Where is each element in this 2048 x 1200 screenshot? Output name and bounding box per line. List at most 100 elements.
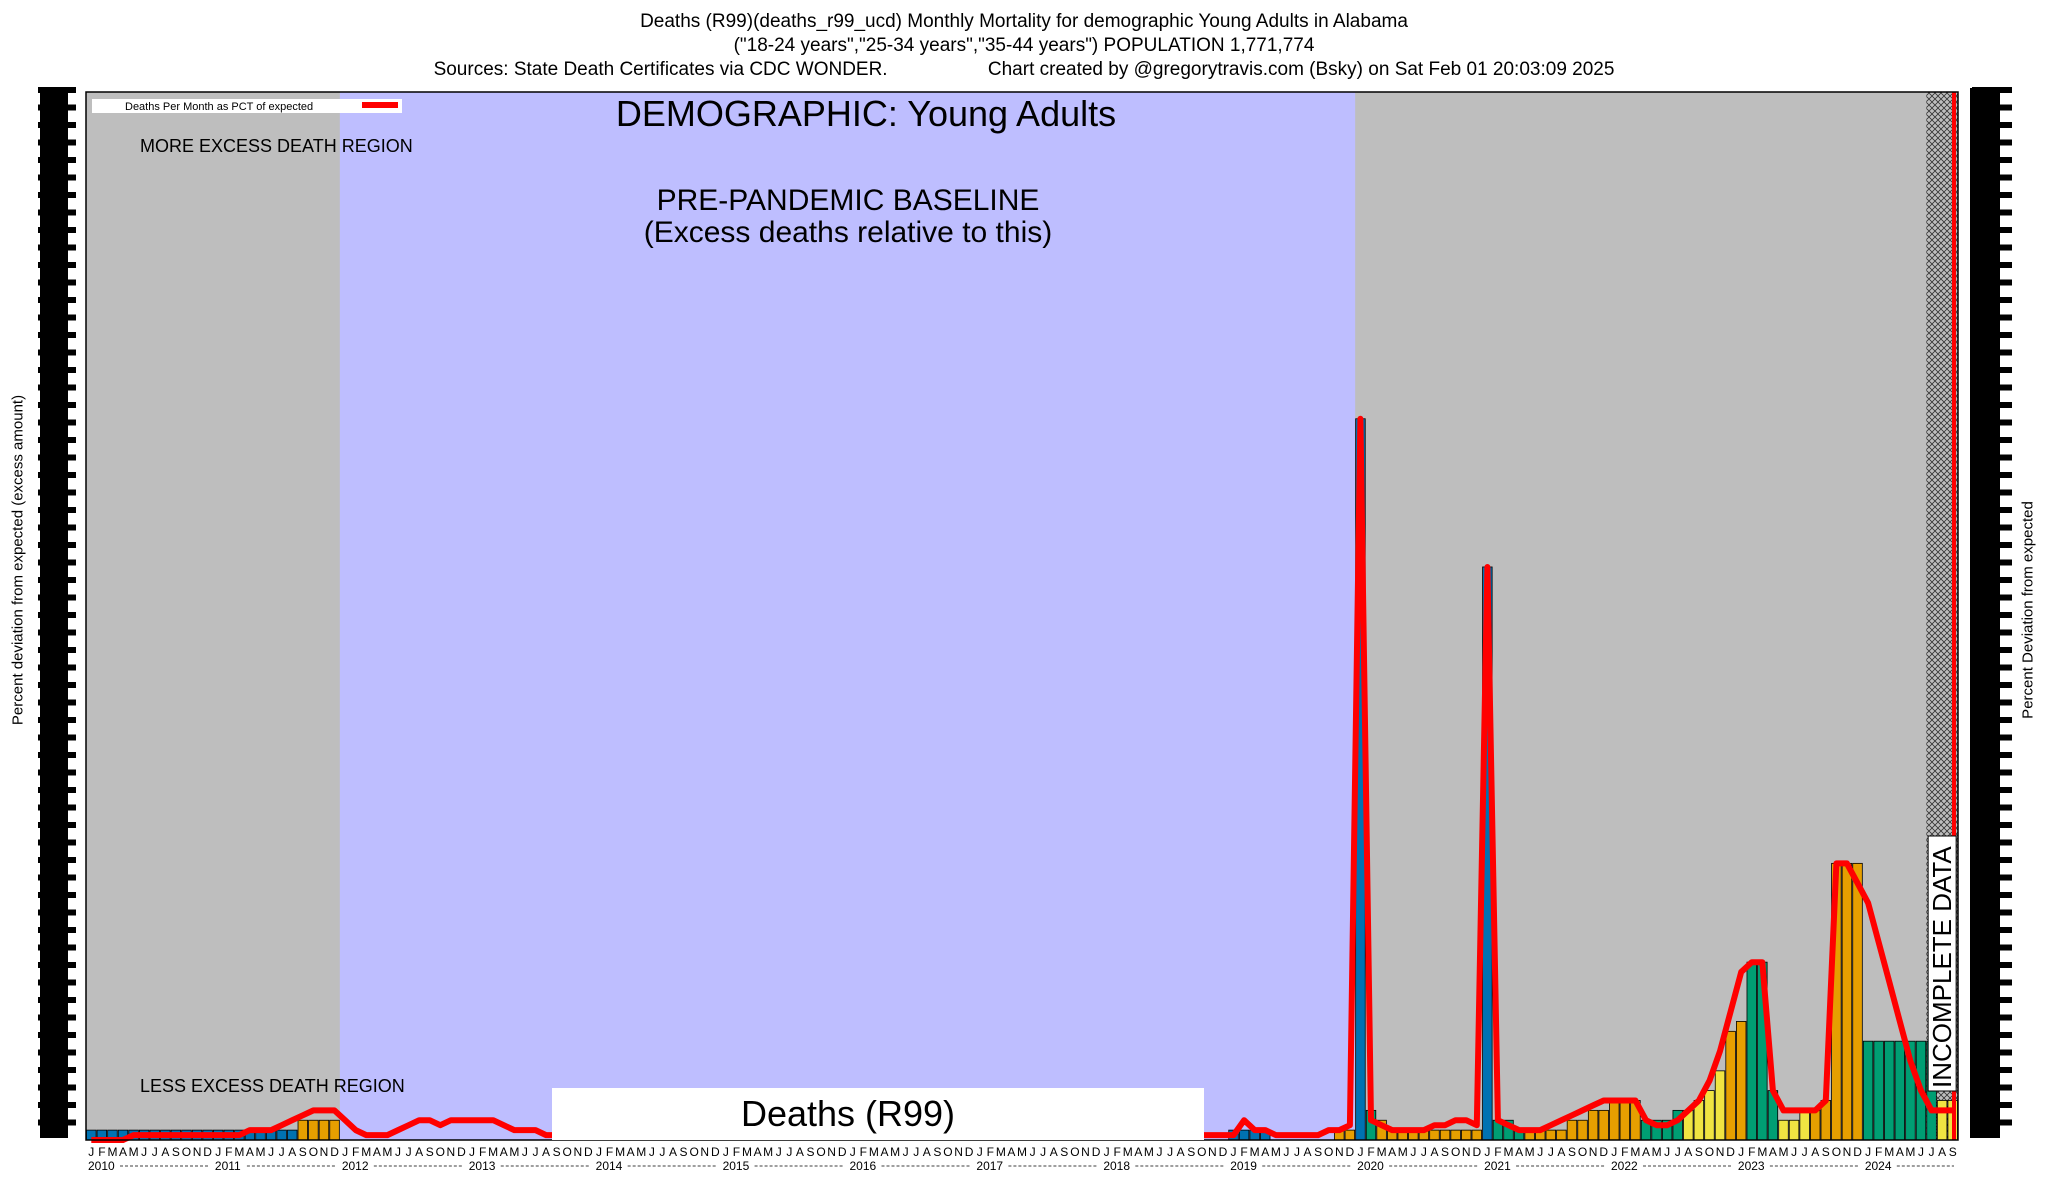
x-tick-month: N xyxy=(827,1145,836,1159)
x-tick-month: J xyxy=(141,1145,147,1159)
x-tick-month: J xyxy=(1104,1145,1110,1159)
x-tick-month: M xyxy=(1778,1145,1788,1159)
x-tick-month: J xyxy=(977,1145,983,1159)
x-tick-month: O xyxy=(1324,1145,1333,1159)
bar xyxy=(1852,862,1863,1141)
bar xyxy=(1439,1129,1451,1141)
x-tick-month: N xyxy=(573,1145,582,1159)
x-tick-month: O xyxy=(1451,1145,1460,1159)
bar xyxy=(1788,1119,1800,1141)
x-tick-month: M xyxy=(1271,1145,1281,1159)
x-tick-month: J xyxy=(1231,1145,1237,1159)
x-tick-month: N xyxy=(447,1145,456,1159)
x-tick-month: S xyxy=(426,1145,434,1159)
x-tick-month: D xyxy=(1219,1145,1228,1159)
baseline-region xyxy=(339,92,1356,1140)
x-tick-month: D xyxy=(1726,1145,1735,1159)
x-tick-month: F xyxy=(1494,1145,1501,1159)
x-tick-month: A xyxy=(796,1145,804,1159)
x-tick-month: J xyxy=(1802,1145,1808,1159)
x-tick-month: F xyxy=(1240,1145,1247,1159)
x-tick-month: A xyxy=(627,1145,635,1159)
chart-header: Deaths (R99)(deaths_r99_ucd) Monthly Mor… xyxy=(0,10,2048,82)
x-tick-month: A xyxy=(1642,1145,1650,1159)
x-tick-month: O xyxy=(436,1145,445,1159)
x-tick-year: 2016 xyxy=(849,1159,876,1173)
x-tick-month: F xyxy=(1875,1145,1882,1159)
x-tick-year: 2018 xyxy=(1103,1159,1130,1173)
x-tick-month: D xyxy=(965,1145,974,1159)
x-tick-year: 2022 xyxy=(1611,1159,1638,1173)
bar xyxy=(1936,1100,1948,1141)
x-tick-month: M xyxy=(615,1145,625,1159)
x-tick-month: A xyxy=(881,1145,889,1159)
x-tick-month: S xyxy=(933,1145,941,1159)
x-tick-year: 2011 xyxy=(215,1159,241,1173)
x-tick-month: N xyxy=(1335,1145,1344,1159)
x-tick-month: S xyxy=(1695,1145,1703,1159)
x-tick-month: D xyxy=(1853,1145,1862,1159)
x-tick-month: N xyxy=(1716,1145,1725,1159)
x-tick-month: D xyxy=(457,1145,466,1159)
x-tick-month: M xyxy=(869,1145,879,1159)
x-tick-month: A xyxy=(373,1145,381,1159)
x-tick-month: S xyxy=(299,1145,307,1159)
x-tick-month: J xyxy=(406,1145,412,1159)
x-tick-month: F xyxy=(733,1145,740,1159)
x-tick-month: D xyxy=(838,1145,847,1159)
x-tick-month: M xyxy=(382,1145,392,1159)
bar xyxy=(1799,1109,1810,1141)
x-tick-month: A xyxy=(1261,1145,1269,1159)
x-tick-month: A xyxy=(415,1145,423,1159)
x-tick-month: A xyxy=(1684,1145,1692,1159)
left-axis-band xyxy=(40,88,68,1138)
x-tick-month: J xyxy=(1484,1145,1490,1159)
x-tick-month: O xyxy=(689,1145,698,1159)
x-tick-month: M xyxy=(1504,1145,1514,1159)
bar xyxy=(1862,1040,1874,1141)
x-tick-year: 2021 xyxy=(1484,1159,1511,1173)
x-tick-month: J xyxy=(88,1145,94,1159)
x-tick-month: S xyxy=(1568,1145,1576,1159)
x-tick-month: N xyxy=(1081,1145,1090,1159)
x-tick-month: J xyxy=(1283,1145,1289,1159)
bar xyxy=(1778,1119,1789,1141)
x-tick-month: J xyxy=(469,1145,475,1159)
x-tick-month: J xyxy=(913,1145,919,1159)
x-tick-month: A xyxy=(1811,1145,1819,1159)
bar xyxy=(1556,1129,1567,1141)
x-tick-month: D xyxy=(330,1145,339,1159)
x-tick-month: M xyxy=(1144,1145,1154,1159)
x-tick-month: S xyxy=(1060,1145,1068,1159)
x-tick-month: A xyxy=(161,1145,169,1159)
x-tick-month: F xyxy=(1621,1145,1628,1159)
x-tick-month: O xyxy=(1578,1145,1587,1159)
x-tick-month: M xyxy=(1377,1145,1387,1159)
x-tick-month: F xyxy=(479,1145,486,1159)
x-tick-month: S xyxy=(1187,1145,1195,1159)
x-tick-month: M xyxy=(742,1145,752,1159)
chart-title-line-3: Sources: State Death Certificates via CD… xyxy=(433,59,1615,80)
x-tick-month: M xyxy=(361,1145,371,1159)
x-tick-month: J xyxy=(268,1145,274,1159)
x-tick-month: M xyxy=(1525,1145,1535,1159)
x-tick-month: F xyxy=(1114,1145,1121,1159)
x-tick-year: 2012 xyxy=(342,1159,369,1173)
x-tick-year: 2020 xyxy=(1357,1159,1384,1173)
x-tick-month: F xyxy=(987,1145,994,1159)
x-tick-month: F xyxy=(860,1145,867,1159)
x-tick-month: A xyxy=(1050,1145,1058,1159)
x-tick-month: M xyxy=(488,1145,498,1159)
bar xyxy=(1344,1129,1356,1141)
x-tick-month: J xyxy=(1611,1145,1617,1159)
x-tick-month: A xyxy=(1177,1145,1185,1159)
x-tick-month: F xyxy=(98,1145,105,1159)
x-tick-year: 2019 xyxy=(1230,1159,1257,1173)
x-tick-year: 2015 xyxy=(723,1159,750,1173)
incomplete-label: INCOMPLETE DATA xyxy=(1927,846,1957,1088)
x-tick-month: M xyxy=(107,1145,117,1159)
bar xyxy=(1450,1129,1461,1141)
x-tick-month: J xyxy=(1791,1145,1797,1159)
x-tick-month: J xyxy=(850,1145,856,1159)
